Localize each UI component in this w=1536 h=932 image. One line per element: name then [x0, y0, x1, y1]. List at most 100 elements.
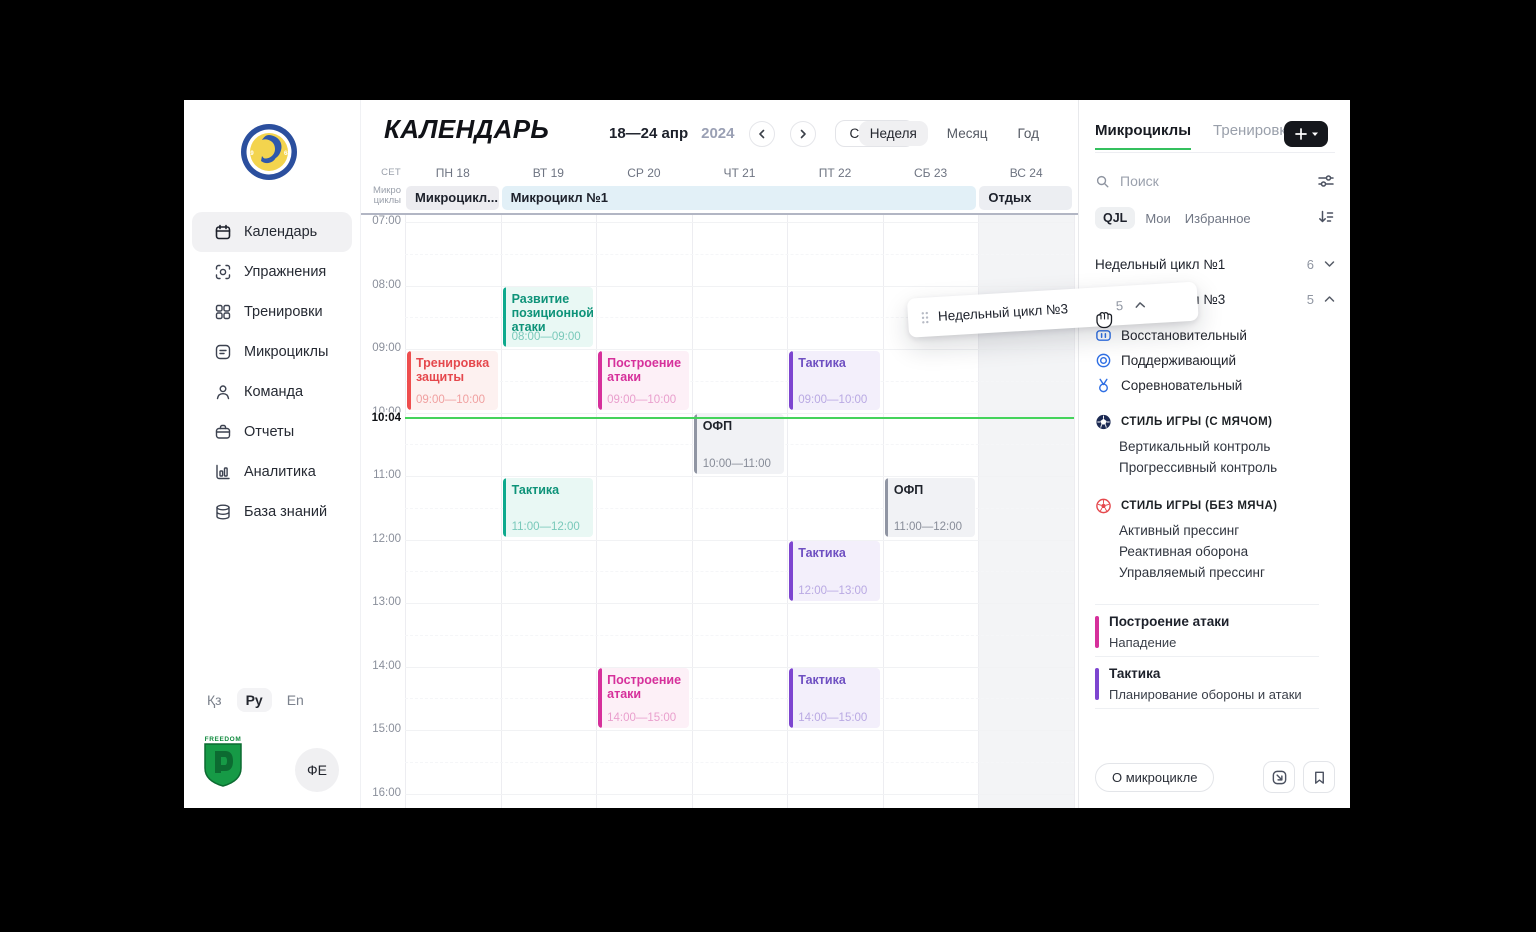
grid-hline — [405, 539, 1074, 541]
sidebar-item-label: База знаний — [244, 504, 328, 520]
next-week-button[interactable] — [790, 120, 817, 147]
apply-to-calendar-button[interactable] — [1263, 761, 1295, 793]
style-item[interactable]: Активный прессинг — [1119, 523, 1240, 538]
panel-footer: О микроцикле — [1095, 761, 1335, 793]
avatar[interactable]: ФЕ — [295, 748, 339, 792]
bookmark-button[interactable] — [1303, 761, 1335, 793]
calendar-event[interactable]: Тактика 11:00—12:00 — [502, 477, 594, 537]
dragged-microcycle-card[interactable]: Недельный цикл №3 5 — [906, 281, 1199, 338]
plus-icon — [1294, 128, 1307, 140]
calendar-event[interactable]: Тактика 14:00—15:00 — [789, 668, 880, 728]
sidebar-item-grid[interactable]: Тренировки — [192, 292, 352, 332]
sidebar-item-person[interactable]: Команда — [192, 372, 352, 412]
maintain-icon — [1095, 352, 1112, 369]
chevron-down-icon[interactable] — [1324, 255, 1335, 273]
calendar-event[interactable]: Тактика 12:00—13:00 — [789, 541, 880, 601]
language-option[interactable]: Ру — [236, 688, 272, 712]
chevron-up-icon[interactable] — [1324, 290, 1335, 308]
microcycle-icon — [214, 343, 232, 361]
calendar-event[interactable]: Построение атаки 09:00—10:00 — [598, 350, 689, 410]
sidebar-item-exercise[interactable]: Упражнения — [192, 252, 352, 292]
panel-tab-inactive[interactable]: Тренировки — [1213, 122, 1295, 139]
sidebar-item-briefcase[interactable]: Отчеты — [192, 412, 352, 452]
cycle-count: 5 — [1306, 291, 1314, 307]
sidebar-item-database[interactable]: База знаний — [192, 492, 352, 532]
grid-halfhour-line — [405, 571, 1074, 573]
view-option-неделя[interactable]: Неделя — [858, 121, 928, 146]
export-icon — [1272, 770, 1286, 784]
view-option-год[interactable]: Год — [1017, 126, 1040, 141]
load-type-item[interactable]: Восстановительный — [1095, 327, 1247, 344]
prev-week-button[interactable] — [749, 120, 776, 147]
sidebar-item-chart[interactable]: Аналитика — [192, 452, 352, 492]
view-option-месяц[interactable]: Месяц — [946, 126, 988, 141]
grid-halfhour-line — [405, 761, 1074, 764]
style-item[interactable]: Реактивная оборона — [1119, 544, 1249, 559]
calendar-event[interactable]: Построение атаки 14:00—15:00 — [598, 668, 689, 728]
grid-vline — [882, 215, 884, 808]
calendar-event[interactable]: Тренировка защиты 09:00—10:00 — [407, 350, 498, 410]
filter-settings-icon[interactable] — [1317, 172, 1335, 190]
grid-hline — [405, 412, 1074, 414]
sidebar-item-label: Команда — [244, 384, 304, 400]
about-microcycle-button[interactable]: О микроцикле — [1095, 762, 1215, 792]
add-button[interactable] — [1284, 121, 1328, 147]
calendar-event[interactable]: ОФП 10:00—11:00 — [693, 414, 785, 474]
panel-tab-active[interactable]: Микроциклы — [1095, 122, 1192, 150]
ball-dark-icon — [1095, 413, 1112, 430]
club-logo: 19 68 — [241, 124, 297, 180]
filter-chip[interactable]: Избранное — [1184, 210, 1251, 226]
style-item[interactable]: Вертикальный контроль — [1119, 439, 1271, 454]
event-title: ОФП — [702, 419, 733, 433]
event-title: Тренировка защиты — [416, 355, 490, 384]
calendar-event[interactable]: ОФП 11:00—12:00 — [884, 477, 976, 537]
chart-icon — [214, 463, 232, 481]
style-item[interactable]: Управляемый прессинг — [1119, 565, 1265, 580]
search-bar — [1095, 168, 1335, 194]
sidebar: 19 68 Календарь Упражнения Тренировки Микро… — [184, 100, 361, 808]
filter-chip[interactable]: Мои — [1145, 210, 1171, 226]
event-title: Тактика — [798, 673, 846, 687]
day-header: СБ 23 — [914, 166, 948, 180]
grid-halfhour-line — [405, 698, 1074, 700]
event-time: 14:00—15:00 — [607, 711, 677, 724]
training-item[interactable]: Тактика Планирование обороны и атаки — [1095, 666, 1319, 702]
partner-logo: FREEDOM — [200, 736, 246, 788]
microcycle-chip[interactable]: Отдых — [979, 186, 1072, 210]
dragged-card-count: 5 — [1115, 297, 1124, 314]
sidebar-item-calendar[interactable]: Календарь — [192, 212, 352, 252]
grid-halfhour-line — [405, 253, 1074, 256]
calendar-event[interactable]: Тактика 09:00—10:00 — [789, 350, 880, 410]
event-time: 11:00—12:00 — [893, 521, 963, 533]
language-option[interactable]: Қз — [207, 692, 222, 708]
language-option[interactable]: En — [286, 692, 304, 708]
filter-chip[interactable]: QJL — [1095, 207, 1136, 229]
grid-hline — [405, 222, 1074, 223]
grid-vline — [596, 215, 598, 808]
load-type-item[interactable]: Соревновательный — [1095, 377, 1242, 394]
search-input[interactable] — [1118, 172, 1292, 190]
style-item[interactable]: Прогрессивный контроль — [1119, 460, 1278, 475]
briefcase-icon — [214, 423, 232, 441]
hour-label: 08:00 — [372, 278, 401, 291]
ball-red-icon — [1095, 497, 1112, 514]
training-item[interactable]: Построение атаки Нападение — [1095, 614, 1319, 650]
event-title: Тактика — [511, 482, 560, 497]
cycle-row[interactable]: Недельный цикл №1 6 — [1095, 250, 1335, 278]
calendar-event[interactable]: Развитие позиционной атаки 08:00—09:00 — [502, 287, 594, 347]
event-time: 08:00—09:00 — [511, 330, 581, 343]
hour-label: 12:00 — [372, 532, 401, 545]
right-panel: Микроциклы Тренировки QJL Мои Избранное Нед… — [1078, 100, 1350, 808]
event-title: Тактика — [798, 546, 846, 560]
sort-icon[interactable] — [1317, 208, 1335, 229]
load-type-item[interactable]: Поддерживающий — [1095, 352, 1236, 369]
drag-handle-icon — [921, 311, 929, 324]
sidebar-item-microcycle[interactable]: Микроциклы — [192, 332, 352, 372]
microcycle-chip[interactable]: Микроцикл... — [406, 186, 499, 210]
database-icon — [214, 503, 232, 521]
compete-icon — [1095, 377, 1112, 394]
microcycle-chip[interactable]: Микроцикл №1 — [501, 186, 977, 210]
panel-tabs: Микроциклы Тренировки — [1095, 122, 1335, 153]
hour-label: 07:00 — [372, 215, 401, 227]
